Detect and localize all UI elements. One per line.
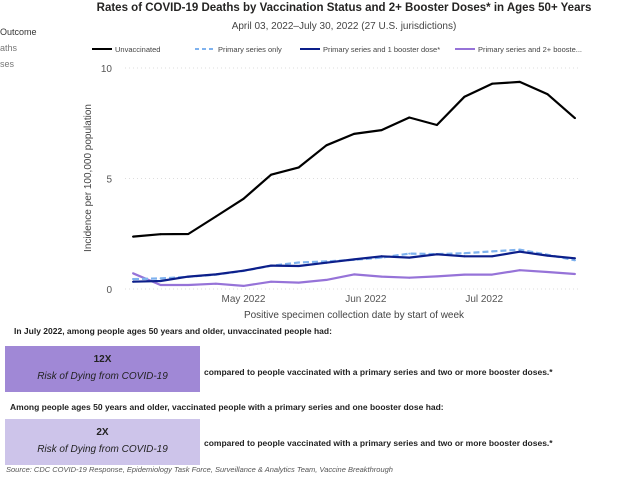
data-point	[187, 232, 190, 235]
x-tick-label: Jun 2022	[345, 294, 387, 305]
series-line-3	[132, 269, 576, 287]
y-tick-label: 0	[106, 285, 112, 296]
data-point	[242, 269, 245, 272]
data-point	[518, 269, 521, 272]
legend-label: Primary series only	[218, 45, 282, 54]
data-point	[518, 250, 521, 253]
data-point	[353, 273, 355, 276]
risk-value: 12X	[93, 354, 112, 365]
data-point	[214, 215, 217, 218]
risk-box-unvaccinated: 12X Risk of Dying from COVID-19	[5, 346, 200, 392]
data-point	[463, 95, 466, 98]
data-point	[435, 124, 438, 127]
data-point	[132, 272, 134, 275]
data-point	[546, 93, 549, 96]
data-point	[353, 132, 355, 135]
x-tick-label: May 2022	[222, 294, 266, 305]
data-point	[491, 273, 494, 276]
data-point	[463, 252, 466, 255]
data-point	[270, 173, 273, 176]
slicer-item-deaths[interactable]: aths	[0, 43, 18, 53]
data-point	[546, 270, 549, 273]
data-point	[297, 281, 300, 284]
statement-2-intro: Among people ages 50 years and older, va…	[10, 402, 444, 412]
data-point	[408, 116, 411, 119]
data-point	[132, 235, 134, 238]
data-point	[187, 284, 190, 287]
risk-caption: Risk of Dying from COVID-19	[37, 444, 168, 455]
legend-label: Primary series and 2+ booste...	[478, 45, 582, 54]
data-point	[463, 273, 466, 276]
data-point	[187, 275, 190, 278]
data-point	[242, 197, 245, 200]
data-point	[435, 253, 438, 256]
data-point	[270, 264, 273, 267]
data-point	[546, 254, 549, 257]
data-point	[408, 256, 411, 259]
data-point	[574, 272, 576, 275]
risk-box-one-booster: 2X Risk of Dying from COVID-19	[5, 419, 200, 465]
data-point	[574, 259, 576, 262]
statement-2-comparison: compared to people vaccinated with a pri…	[204, 438, 553, 448]
source-note: Source: CDC COVID-19 Response, Epidemiol…	[6, 465, 393, 474]
statement-1-comparison: compared to people vaccinated with a pri…	[204, 367, 553, 377]
risk-value: 2X	[96, 427, 109, 438]
y-tick-label: 10	[101, 64, 113, 75]
data-point	[491, 255, 494, 258]
statement-1-intro: In July 2022, among people ages 50 years…	[14, 326, 332, 336]
data-point	[214, 273, 217, 276]
data-point	[270, 280, 273, 283]
data-point	[353, 258, 355, 261]
data-point	[463, 255, 466, 258]
slicer-title: Outcome	[0, 27, 37, 37]
data-point	[408, 276, 411, 279]
data-point	[325, 278, 328, 281]
data-point	[380, 255, 383, 258]
data-point	[380, 129, 383, 132]
legend-label: Unvaccinated	[115, 45, 160, 54]
data-point	[491, 82, 494, 85]
legend-label: Primary series and 1 booster dose*	[323, 45, 440, 54]
data-point	[297, 261, 300, 264]
data-point	[159, 284, 162, 287]
x-axis-title: Positive specimen collection date by sta…	[244, 310, 465, 321]
y-tick-label: 5	[106, 175, 112, 186]
data-point	[297, 265, 300, 268]
data-point	[435, 275, 438, 278]
data-point	[297, 166, 300, 169]
data-point	[325, 261, 328, 264]
y-axis-title: Incidence per 100,000 population	[83, 104, 94, 252]
data-point	[380, 275, 383, 278]
data-point	[159, 280, 162, 283]
data-point	[325, 144, 328, 147]
data-point	[574, 117, 576, 120]
data-point	[132, 280, 134, 283]
data-point	[159, 277, 162, 280]
data-point	[214, 282, 217, 285]
data-point	[159, 233, 162, 236]
data-point	[491, 250, 494, 253]
data-point	[518, 80, 521, 83]
data-point	[574, 257, 576, 260]
data-point	[132, 278, 134, 281]
series-line-0	[132, 80, 576, 238]
chart-subtitle: April 03, 2022–July 30, 2022 (27 U.S. ju…	[231, 21, 457, 32]
slicer-item-cases[interactable]: ses	[0, 59, 15, 69]
x-tick-label: Jul 2022	[465, 294, 503, 305]
risk-caption: Risk of Dying from COVID-19	[37, 371, 168, 382]
series-line-2	[132, 250, 576, 283]
data-point	[518, 248, 521, 251]
data-point	[242, 284, 245, 287]
chart-title: Rates of COVID-19 Deaths by Vaccination …	[96, 2, 592, 14]
data-point	[408, 252, 411, 255]
